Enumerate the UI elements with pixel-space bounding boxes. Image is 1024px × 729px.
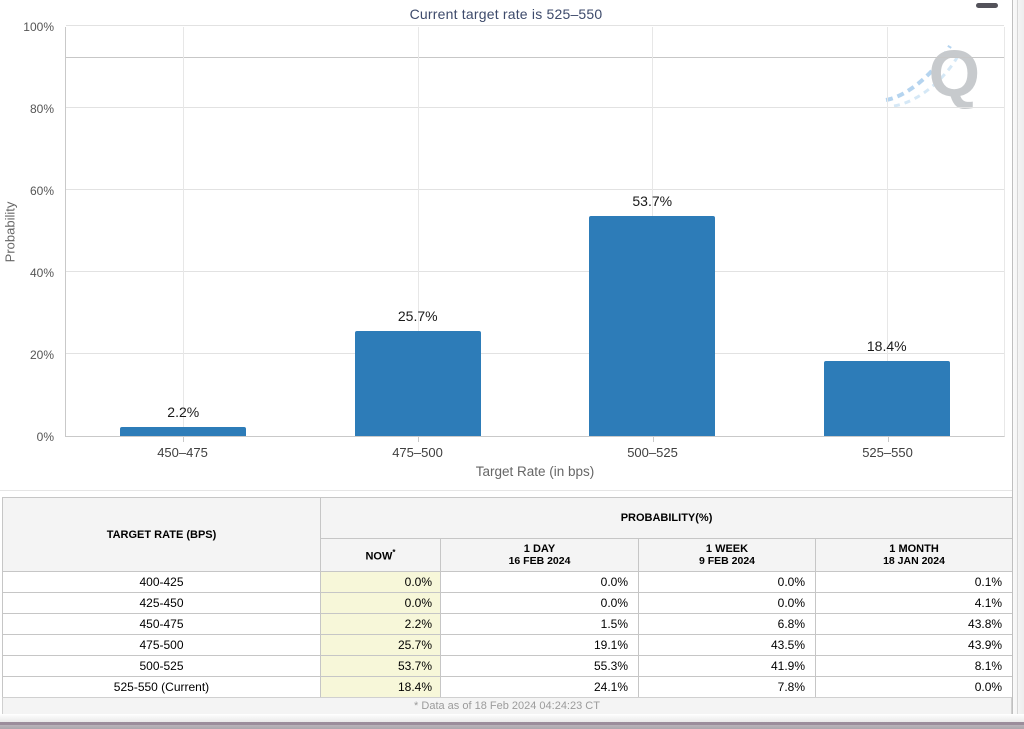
- cell-now: 0.0%: [320, 571, 441, 593]
- plot-area: 2.2% 25.7% 53.7% 18.4%: [65, 25, 1005, 437]
- table-body: 400-425 0.0% 0.0% 0.0% 0.1% 425-450 0.0% 0.0% 0.…: [2, 571, 1014, 698]
- y-axis-title: Probability: [2, 201, 18, 263]
- cell-1-week: 6.8%: [638, 613, 816, 635]
- header-1-day: 1 DAY 16 FEB 2024: [440, 538, 639, 572]
- probability-bar[interactable]: [823, 360, 950, 436]
- cell-target-rate: 475-500: [2, 634, 321, 656]
- header-1-month: 1 MONTH 18 JAN 2024: [814, 538, 1014, 572]
- cell-target-rate: 425-450: [2, 592, 321, 614]
- bar-value-label: 2.2%: [167, 403, 200, 420]
- cell-1-month: 43.8%: [814, 613, 1014, 635]
- data-as-of-note: * Data as of 18 Feb 2024 04:24:23 CT: [2, 697, 1012, 715]
- cell-1-month: 0.0%: [814, 676, 1014, 698]
- bar-value-label: 25.7%: [397, 307, 438, 324]
- vertical-scrollbar[interactable]: [1012, 0, 1024, 721]
- x-category-label: 475–500: [392, 445, 443, 460]
- header-1-day-date: 16 FEB 2024: [508, 555, 571, 567]
- y-tick-label: 80%: [29, 102, 54, 116]
- x-gridline: [417, 27, 419, 436]
- y-gridline: [66, 271, 1004, 272]
- header-now: NOW*: [320, 538, 441, 572]
- header-now-asterisk: *: [392, 547, 396, 557]
- chart-title: Current target rate is 525–550: [409, 6, 603, 22]
- cell-1-month: 4.1%: [814, 592, 1014, 614]
- x-axis-tick: [182, 437, 184, 442]
- cell-target-rate: 525-550 (Current): [2, 676, 321, 698]
- y-gridline: [66, 107, 1004, 108]
- cell-1-week: 43.5%: [638, 634, 816, 656]
- y-tick-label: 0%: [36, 430, 54, 444]
- table-row: 400-425 0.0% 0.0% 0.0% 0.1%: [2, 571, 1014, 593]
- y-tick-label: 20%: [29, 348, 54, 362]
- y-tick-label: 100%: [23, 20, 54, 34]
- header-1-week-date: 9 FEB 2024: [698, 555, 756, 567]
- bar-value-label: 18.4%: [866, 337, 907, 354]
- header-now-label: NOW: [365, 550, 393, 563]
- cell-1-day: 55.3%: [440, 655, 639, 677]
- y-gridline: [66, 353, 1004, 354]
- table-row: 500-525 53.7% 55.3% 41.9% 8.1%: [2, 655, 1014, 677]
- x-gridline: [183, 27, 185, 436]
- header-1-week-label: 1 WEEK: [705, 543, 749, 555]
- scrollbar-divider: [1017, 0, 1018, 721]
- table-row: 525-550 (Current) 18.4% 24.1% 7.8% 0.0%: [2, 676, 1014, 698]
- extra-gridline: [66, 56, 1004, 58]
- cell-now: 53.7%: [320, 655, 441, 677]
- x-category-label: 525–550: [862, 445, 913, 460]
- cell-now: 0.0%: [320, 592, 441, 614]
- probability-bar[interactable]: [120, 426, 247, 436]
- header-1-month-label: 1 MONTH: [889, 543, 939, 555]
- bottom-divider: [0, 722, 1024, 725]
- bar-value-label: 53.7%: [632, 192, 673, 209]
- probability-bar[interactable]: [354, 330, 481, 436]
- cell-1-month: 8.1%: [814, 655, 1014, 677]
- probability-bar[interactable]: [589, 215, 716, 436]
- table-row: 425-450 0.0% 0.0% 0.0% 4.1%: [2, 592, 1014, 614]
- x-category-label: 450–475: [157, 445, 208, 460]
- x-axis-tick: [417, 437, 419, 442]
- cell-1-day: 1.5%: [440, 613, 639, 635]
- y-gridline: [66, 25, 1004, 26]
- header-1-week: 1 WEEK 9 FEB 2024: [638, 538, 816, 572]
- menu-dash-icon[interactable]: [976, 3, 998, 8]
- table-row: 450-475 2.2% 1.5% 6.8% 43.8%: [2, 613, 1014, 635]
- x-axis-tick: [887, 437, 889, 442]
- x-axis-tick: [652, 437, 654, 442]
- cell-now: 2.2%: [320, 613, 441, 635]
- cell-1-week: 7.8%: [638, 676, 816, 698]
- header-1-month-date: 18 JAN 2024: [883, 555, 945, 567]
- cell-1-month: 43.9%: [814, 634, 1014, 656]
- table-row: 475-500 25.7% 19.1% 43.5% 43.9%: [2, 634, 1014, 656]
- probability-table: TARGET RATE (BPS) PROBABILITY(%) NOW* 1 …: [2, 497, 1014, 698]
- cell-1-month: 0.1%: [814, 571, 1014, 593]
- cell-1-week: 0.0%: [638, 592, 816, 614]
- cell-1-day: 0.0%: [440, 571, 639, 593]
- cell-1-day: 19.1%: [440, 634, 639, 656]
- y-tick-label: 40%: [29, 266, 54, 280]
- cell-1-day: 0.0%: [440, 592, 639, 614]
- y-axis: 0% 20% 40% 60% 80% 100%: [0, 20, 58, 444]
- x-gridline: [886, 27, 888, 436]
- x-axis-title: Target Rate (in bps): [475, 464, 595, 479]
- cell-target-rate: 450-475: [2, 613, 321, 635]
- header-target-rate: TARGET RATE (BPS): [2, 497, 321, 572]
- cell-1-day: 24.1%: [440, 676, 639, 698]
- y-gridline: [66, 189, 1004, 190]
- chart-panel: Current target rate is 525–550 Q 0% 20% 40…: [0, 3, 1012, 491]
- bottom-bar: [0, 725, 1024, 729]
- cell-target-rate: 500-525: [2, 655, 321, 677]
- header-1-day-label: 1 DAY: [523, 543, 556, 555]
- cell-target-rate: 400-425: [2, 571, 321, 593]
- cell-now: 25.7%: [320, 634, 441, 656]
- cell-1-week: 41.9%: [638, 655, 816, 677]
- x-axis: 450–475 475–500 500–525 525–550: [65, 437, 1005, 473]
- header-probability-group: PROBABILITY(%): [319, 497, 1014, 539]
- table-header: TARGET RATE (BPS) PROBABILITY(%) NOW* 1 …: [2, 497, 1014, 572]
- y-tick-label: 60%: [29, 184, 54, 198]
- x-category-label: 500–525: [627, 445, 678, 460]
- cell-now: 18.4%: [320, 676, 441, 698]
- bottom-fade: [0, 714, 1024, 722]
- cell-1-week: 0.0%: [638, 571, 816, 593]
